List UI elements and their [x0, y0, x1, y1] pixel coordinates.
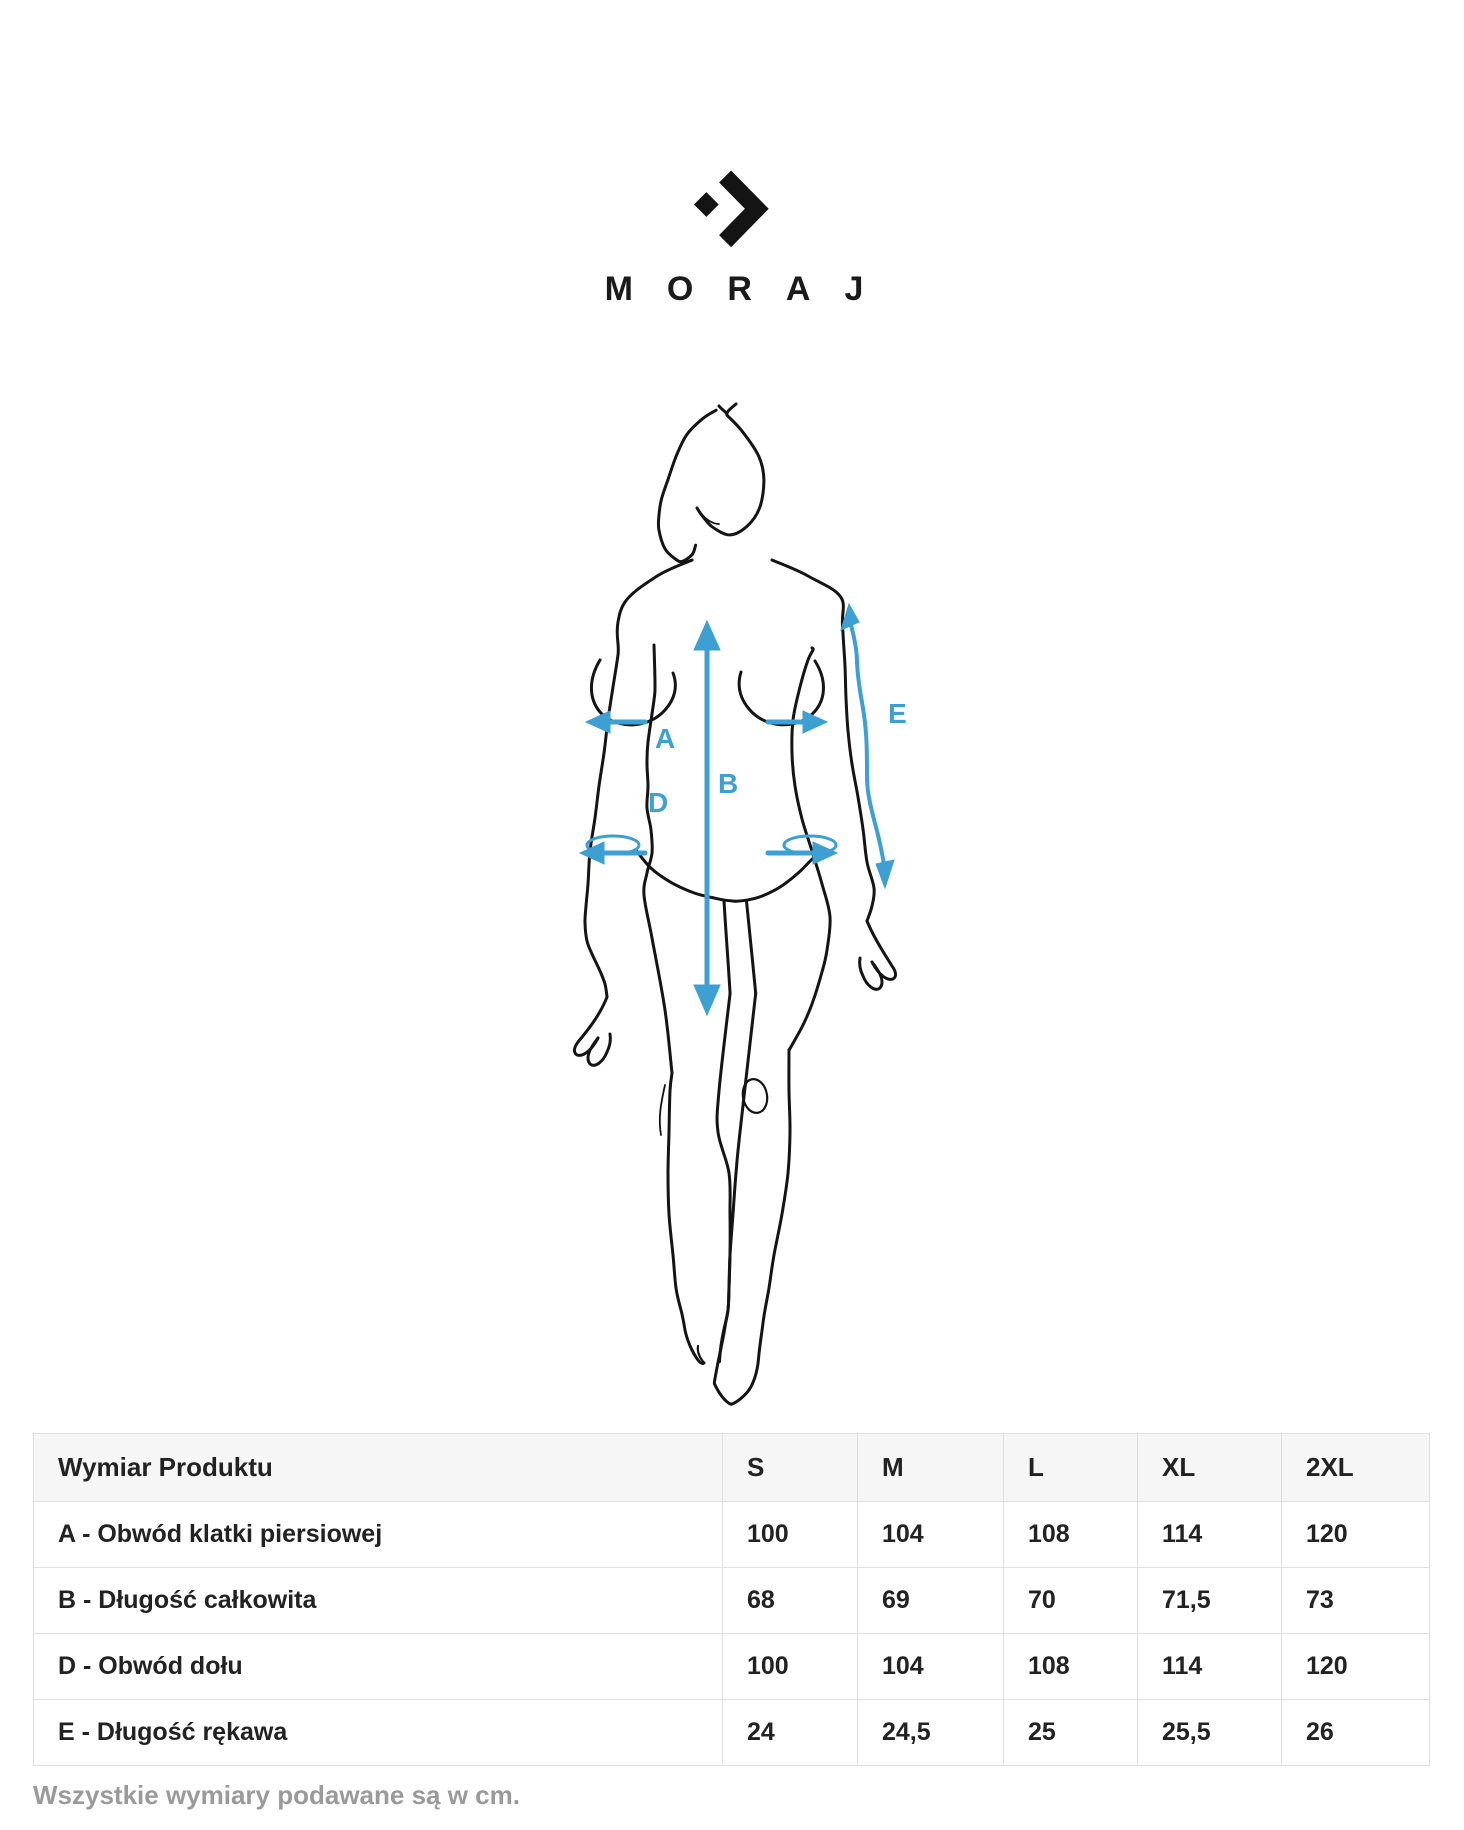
svg-text:B: B — [718, 768, 738, 799]
svg-text:D: D — [648, 787, 668, 818]
svg-text:E: E — [888, 698, 907, 729]
svg-text:A: A — [655, 723, 675, 754]
